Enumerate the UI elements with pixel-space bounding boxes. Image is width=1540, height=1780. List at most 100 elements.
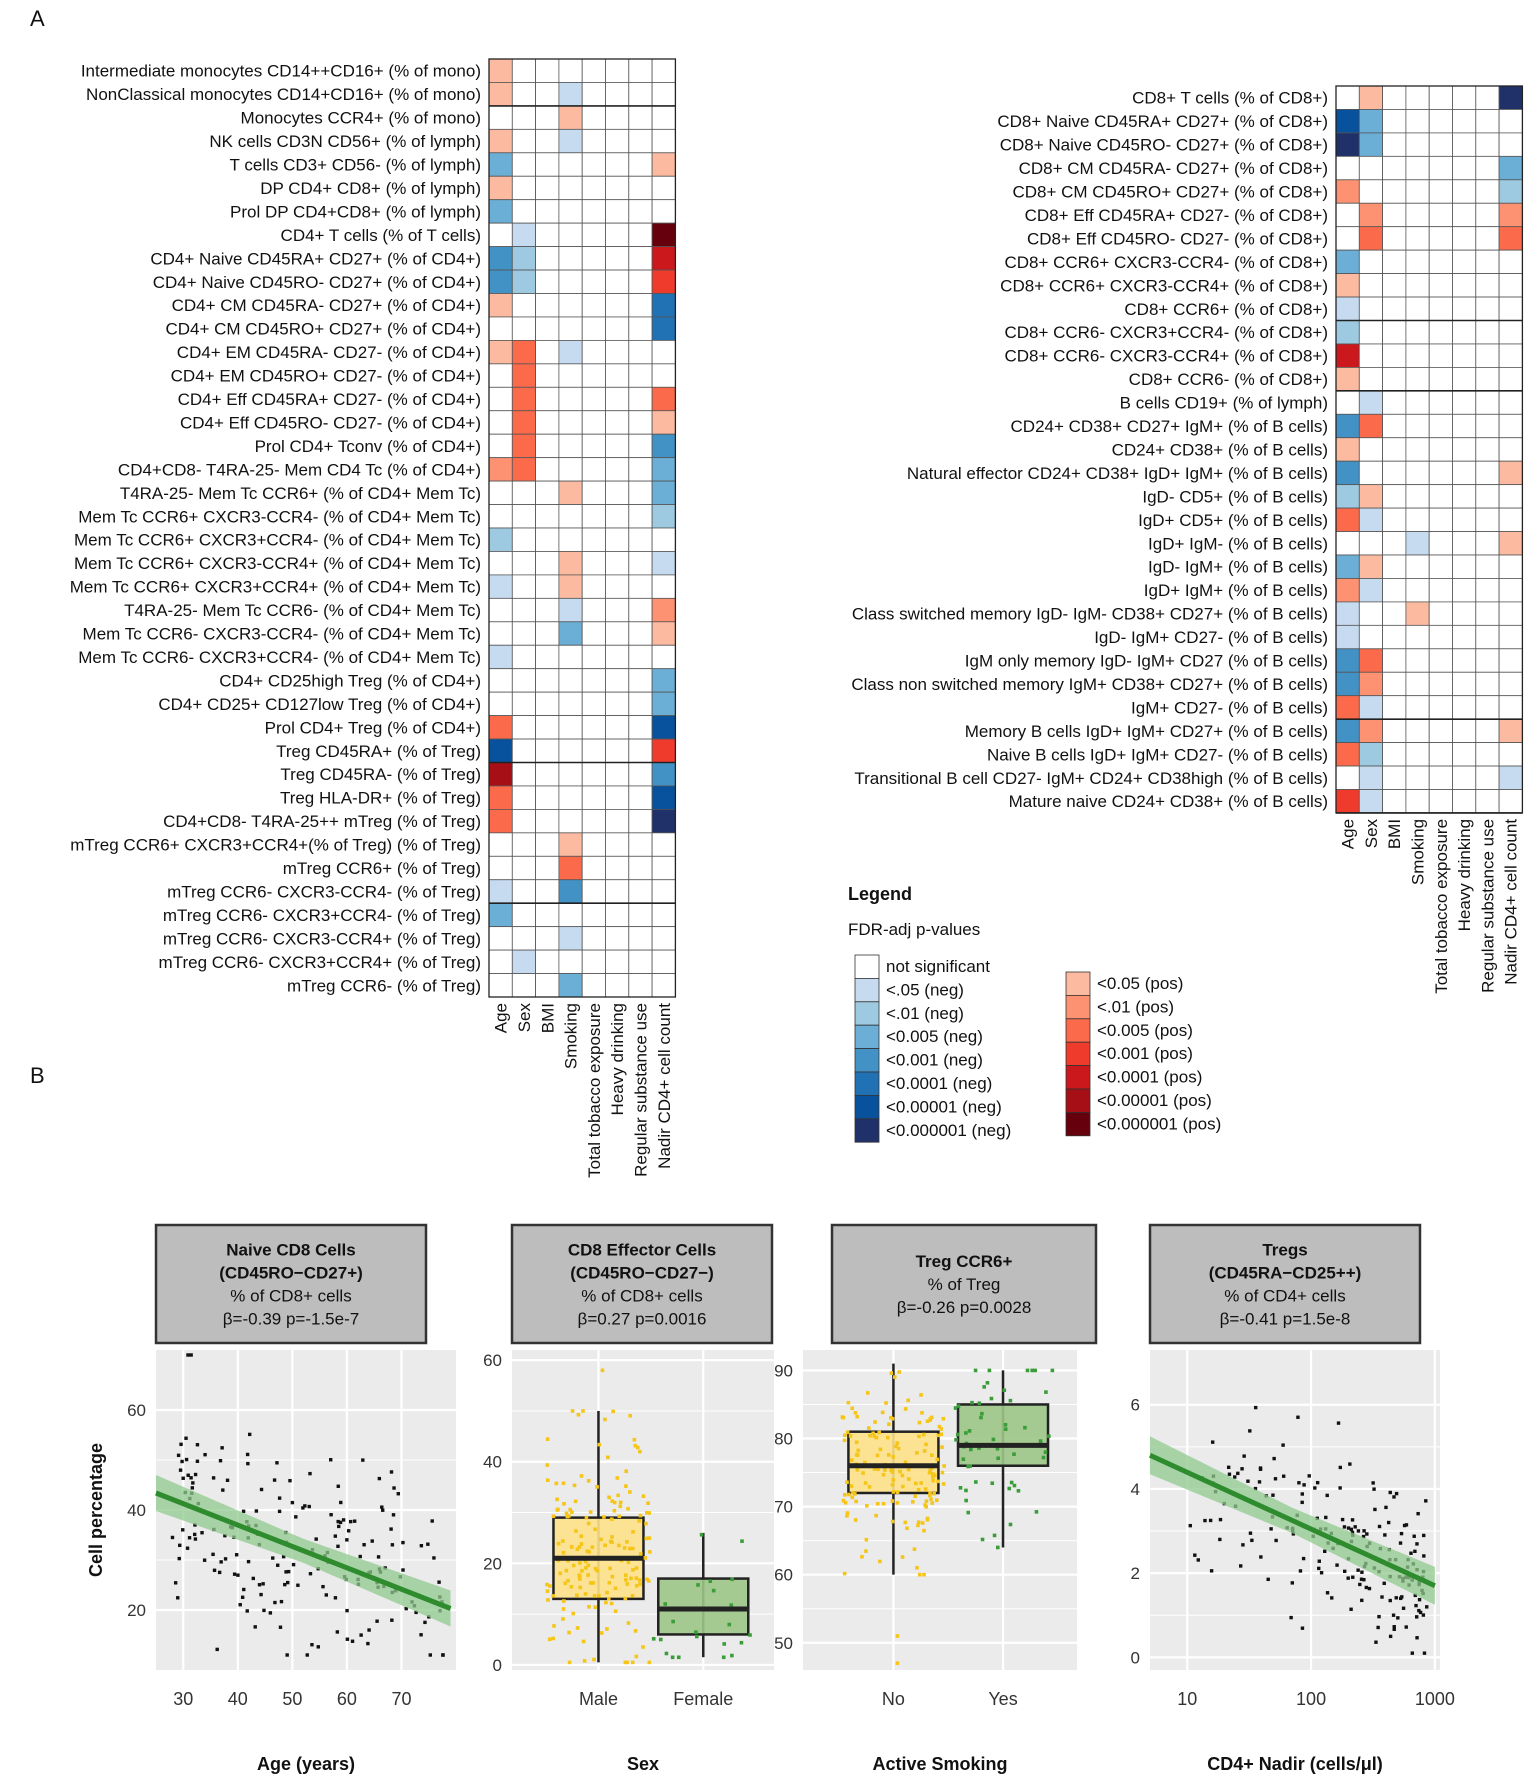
plot-cd8-effector-jitter-point xyxy=(564,1568,569,1573)
left-heatmap-cell xyxy=(581,105,606,130)
plot-tregs-point xyxy=(1315,1480,1320,1485)
right-heatmap-cell xyxy=(1335,624,1360,650)
right-heatmap-cell xyxy=(1382,85,1407,110)
left-heatmap-row-label: CD4+ Eff CD45RO- CD27- (% of CD4+) xyxy=(180,413,481,432)
right-heatmap-cell xyxy=(1498,601,1523,626)
left-heatmap-cell xyxy=(488,293,513,318)
plot-treg-ccr6-jitter-point xyxy=(973,1368,978,1373)
plot-treg-ccr6-strip-line: % of Treg xyxy=(928,1275,1001,1294)
plot-treg-ccr6-jitter-point xyxy=(881,1472,886,1477)
right-heatmap-cell xyxy=(1452,578,1477,603)
plot-naive-cd8-point xyxy=(268,1611,273,1615)
plot-cd8-effector-jitter-point xyxy=(647,1660,652,1665)
plot-tregs-point xyxy=(1250,1538,1254,1543)
left-heatmap-cell xyxy=(605,785,630,810)
plot-treg-ccr6-jitter-point xyxy=(932,1491,936,1496)
left-heatmap-cell xyxy=(535,691,560,717)
plot-naive-cd8-point xyxy=(325,1550,330,1555)
left-heatmap-cell xyxy=(511,339,536,365)
left-heatmap-cell xyxy=(605,973,630,998)
plot-treg-ccr6-jitter-point xyxy=(871,1431,875,1436)
right-heatmap-cell xyxy=(1475,531,1500,556)
left-heatmap-cell xyxy=(581,785,606,810)
plot-cd8-effector-jitter-point xyxy=(619,1558,624,1563)
plot-treg-ccr6-jitter-point xyxy=(966,1510,971,1515)
left-heatmap-cell xyxy=(605,199,630,224)
plot-tregs-point xyxy=(1388,1598,1392,1603)
plot-treg-ccr6-jitter-point xyxy=(925,1516,930,1521)
right-heatmap-cell xyxy=(1498,460,1523,486)
plot-naive-cd8-point xyxy=(341,1518,346,1522)
left-heatmap-cell xyxy=(535,269,560,294)
plot-treg-ccr6-jitter-point xyxy=(905,1526,909,1531)
plot-treg-ccr6-jitter-point xyxy=(913,1481,918,1486)
left-heatmap-cell xyxy=(628,973,653,998)
left-heatmap-cell xyxy=(651,433,676,459)
left-heatmap-row-label: mTreg CCR6- CXCR3+CCR4- (% of Treg) xyxy=(163,906,481,925)
right-heatmap-cell xyxy=(1358,624,1384,650)
plot-naive-cd8-point xyxy=(178,1468,183,1472)
left-heatmap-row-label: Mem Tc CCR6+ CXCR3-CCR4+ (% of CD4+ Mem … xyxy=(74,554,481,573)
right-heatmap-cell xyxy=(1382,554,1407,579)
left-heatmap-row-label: NK cells CD3N CD56+ (% of lymph) xyxy=(209,132,481,151)
left-heatmap-cell xyxy=(628,246,653,271)
plot-cd8-effector-jitter-point xyxy=(727,1622,732,1627)
right-heatmap-cell xyxy=(1335,390,1360,415)
plot-cd8-effector-jitter-point xyxy=(567,1514,571,1518)
right-heatmap-cell xyxy=(1428,437,1453,462)
right-heatmap-row-label: IgM only memory IgD- IgM+ CD27 (% of B c… xyxy=(965,652,1328,671)
left-heatmap-row-label: Prol CD4+ Tconv (% of CD4+) xyxy=(255,437,481,456)
right-heatmap-cell xyxy=(1428,296,1453,321)
plot-treg-ccr6-jitter-point xyxy=(1003,1427,1008,1431)
plot-tregs-point xyxy=(1330,1596,1334,1600)
right-heatmap-cell xyxy=(1428,132,1453,157)
plot-cd8-effector-jitter-point xyxy=(631,1529,635,1534)
plot-treg-ccr6-jitter-point xyxy=(906,1477,911,1481)
plot-cd8-effector-jitter-point xyxy=(610,1540,614,1545)
plot-treg-ccr6-jitter-point xyxy=(848,1434,853,1438)
plot-treg-ccr6-jitter-point xyxy=(936,1479,940,1484)
right-heatmap-cell xyxy=(1452,765,1477,790)
plot-treg-ccr6-jitter-point xyxy=(894,1444,898,1449)
plot-tregs-point xyxy=(1300,1492,1305,1496)
plot-cd8-effector-jitter-point xyxy=(651,1636,656,1641)
plot-treg-ccr6-jitter-point xyxy=(930,1501,935,1505)
plot-tregs-point xyxy=(1264,1494,1268,1498)
plot-naive-cd8-point xyxy=(248,1432,252,1437)
plot-cd8-effector-jitter-point xyxy=(586,1563,591,1568)
right-heatmap-cell xyxy=(1452,648,1477,673)
right-heatmap-cell xyxy=(1358,460,1384,486)
plot-naive-cd8-point xyxy=(437,1580,441,1584)
plot-tregs-point xyxy=(1412,1534,1416,1538)
left-heatmap-cell xyxy=(511,269,536,294)
plot-cd8-effector-jitter-point xyxy=(646,1501,650,1506)
plot-cd8-effector-jitter-point xyxy=(593,1605,598,1610)
plot-cd8-effector-jitter-point xyxy=(609,1601,614,1606)
plot-cd8-effector-jitter-point xyxy=(587,1604,591,1609)
right-heatmap-cell xyxy=(1358,366,1384,392)
plot-tregs-point xyxy=(1421,1575,1425,1579)
legend-label-neg: <0.000001 (neg) xyxy=(886,1121,1011,1140)
plot-cd8-effector-jitter-point xyxy=(638,1578,642,1582)
right-heatmap-cell xyxy=(1428,390,1453,415)
left-heatmap-cell xyxy=(605,457,630,482)
plot-cd8-effector-jitter-point xyxy=(696,1583,700,1587)
left-heatmap-cell xyxy=(511,973,536,998)
plot-cd8-effector-jitter-point xyxy=(556,1558,561,1563)
plot-cd8-effector-jitter-point xyxy=(629,1576,633,1581)
plot-naive-cd8-point xyxy=(352,1519,357,1523)
right-heatmap-cell xyxy=(1335,601,1360,626)
plot-tregs-point xyxy=(1386,1520,1391,1525)
right-heatmap-cell xyxy=(1428,273,1453,298)
plot-naive-cd8-point xyxy=(419,1633,423,1637)
right-heatmap-row-label: CD8+ CCR6- CXCR3-CCR4+ (% of CD8+) xyxy=(1004,347,1328,366)
plot-cd8-effector-jitter-point xyxy=(623,1660,628,1665)
right-heatmap-cell xyxy=(1475,437,1500,462)
plot-treg-ccr6-jitter-point xyxy=(845,1480,849,1484)
plot-tregs-point xyxy=(1211,1481,1215,1485)
left-heatmap-cell xyxy=(605,386,630,412)
left-heatmap-cell xyxy=(535,551,560,576)
plot-naive-cd8-point xyxy=(261,1582,265,1586)
plot-tregs-point xyxy=(1353,1525,1357,1529)
plot-cd8-effector-jitter-point xyxy=(569,1584,574,1589)
